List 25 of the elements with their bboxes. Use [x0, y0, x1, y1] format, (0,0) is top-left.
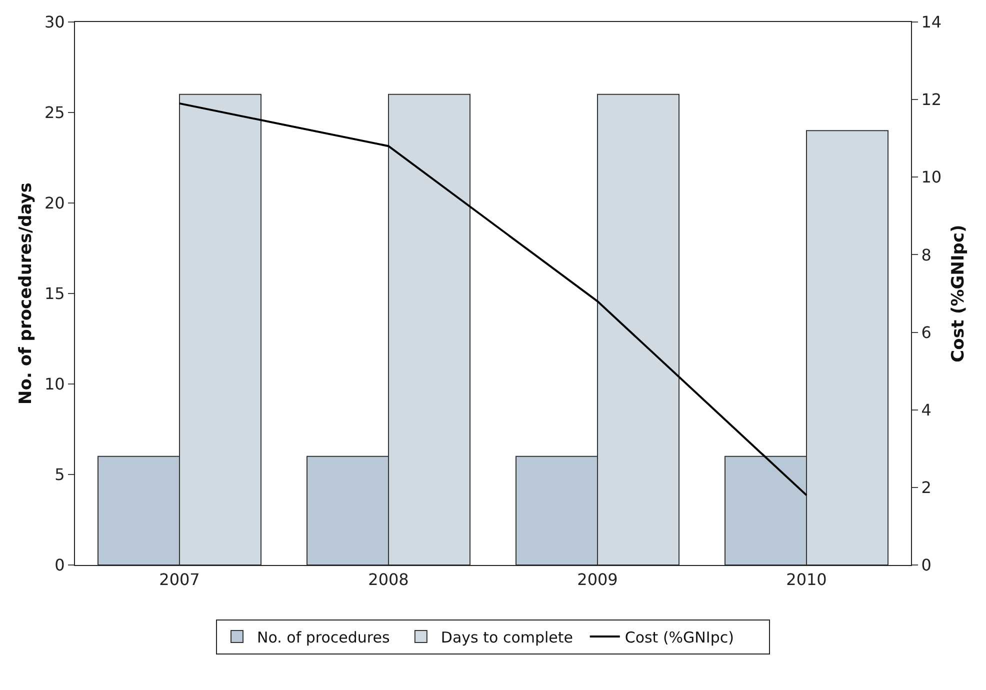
y2-axis-title: Cost (%GNIpc) — [948, 224, 968, 362]
legend-label: No. of procedures — [257, 628, 390, 646]
y2-tick-label: 14 — [921, 12, 942, 32]
y-tick-label: 30 — [44, 12, 65, 32]
x-tick-label: 2010 — [786, 570, 827, 590]
legend-label: Days to complete — [440, 628, 574, 646]
line-series — [178, 102, 808, 496]
y-axis-title: No. of procedures/days — [16, 182, 36, 404]
y2-tick-label: 12 — [921, 90, 942, 110]
y2-tick-label: 6 — [921, 322, 932, 342]
y2-tick-label: 10 — [921, 168, 942, 187]
y-tick-label: 25 — [44, 103, 65, 122]
x-tick-label: 2007 — [159, 570, 200, 590]
y-tick-label: 15 — [44, 284, 65, 304]
y2-tick-label: 8 — [921, 245, 932, 264]
y2-tick-label: 2 — [921, 478, 932, 498]
y-tick-label: 5 — [54, 465, 65, 484]
y-tick-label: 0 — [54, 556, 65, 575]
y-tick-label: 10 — [44, 374, 65, 394]
x-tick-label: 2009 — [577, 570, 618, 590]
x-tick-label: 2008 — [368, 570, 409, 590]
legend-label: Cost (%GNIpc) — [624, 628, 734, 646]
y2-tick-label: 0 — [921, 556, 932, 575]
y2-tick-label: 4 — [921, 400, 932, 420]
y-tick-label: 20 — [44, 194, 65, 213]
